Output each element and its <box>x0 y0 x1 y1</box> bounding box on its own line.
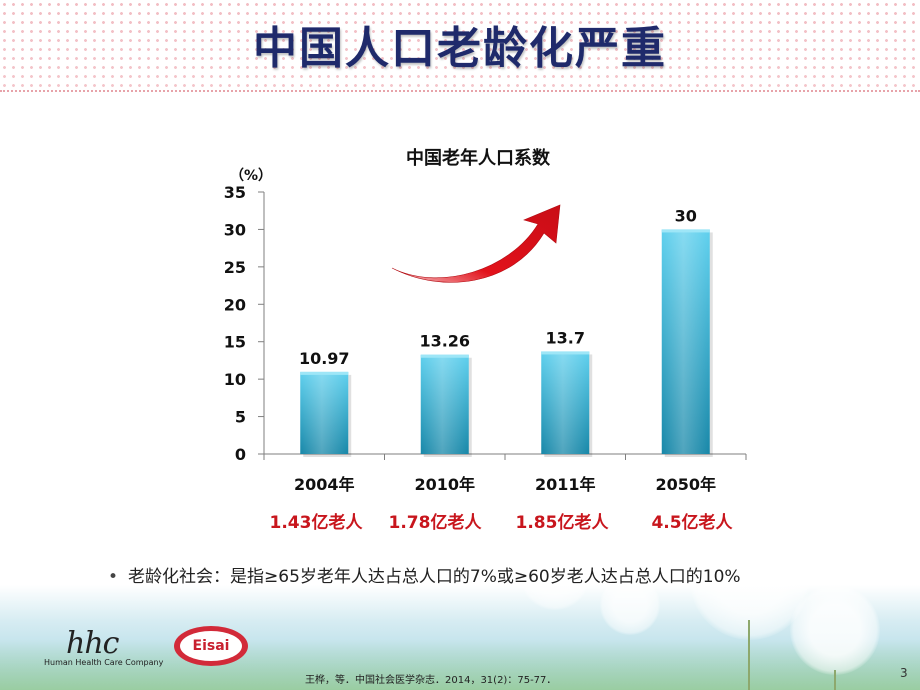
eisai-logo-text: Eisai <box>180 631 242 661</box>
bar-chart: 中国老年人口系数 （%） 0 5 10 15 20 25 30 35 10.97 2004年 13… <box>224 147 747 533</box>
hhc-logo-mark: hhc <box>66 626 119 661</box>
dandelion-icon <box>520 540 590 610</box>
bar-cap <box>420 354 469 358</box>
y-tick-label: 15 <box>224 333 246 352</box>
eisai-logo: Eisai <box>174 626 248 666</box>
hhc-logo-text: Human Health Care Company <box>44 658 164 667</box>
trend-arrow-icon <box>391 204 561 283</box>
elderly-count-label: 1.78亿老人 <box>389 512 483 533</box>
elderly-count-label: 1.43亿老人 <box>270 512 364 533</box>
x-tick-label: 2010年 <box>414 475 475 494</box>
hhc-logo: hhc Human Health Care Company <box>44 626 174 670</box>
bar-cap <box>541 351 590 355</box>
y-axis-unit: （%） <box>230 168 272 184</box>
bar-highlight <box>541 351 590 454</box>
dandelion-icon <box>790 585 880 675</box>
header-divider <box>0 90 920 92</box>
y-tick-label: 10 <box>224 370 246 389</box>
x-tick-label: 2004年 <box>294 475 355 494</box>
grass-background <box>0 640 920 690</box>
bullet-icon: • <box>108 567 119 587</box>
bar-highlight <box>300 371 349 454</box>
x-tick-label: 2011年 <box>535 475 596 494</box>
y-tick-label: 35 <box>224 183 246 202</box>
bar-value-label: 30 <box>675 206 697 225</box>
page-number: 3 <box>900 666 908 680</box>
chart-title: 中国老年人口系数 <box>406 147 551 169</box>
y-tick-label: 0 <box>235 445 246 464</box>
slide-title: 中国人口老龄化严重 <box>253 23 667 74</box>
y-tick-label: 20 <box>224 295 246 314</box>
dotted-header-pattern <box>0 0 920 92</box>
y-tick-label: 30 <box>224 220 246 239</box>
bar-value-label: 13.26 <box>419 332 470 351</box>
definition-text: 老龄化社会：是指≥65岁老年人达占总人口的7%或≥60岁老人达占总人口的10% <box>128 567 741 587</box>
citation: 王桦，等．中国社会医学杂志．2014，31(2)：75-77． <box>305 675 557 686</box>
y-tick-label: 25 <box>224 258 246 277</box>
bar-highlight <box>661 229 710 454</box>
bar-highlight <box>420 354 469 454</box>
bar-cap <box>300 371 349 375</box>
elderly-count-label: 4.5亿老人 <box>651 512 733 533</box>
elderly-count-label: 1.85亿老人 <box>516 512 610 533</box>
bar-value-label: 13.7 <box>546 328 585 347</box>
bar-cap <box>661 229 710 233</box>
y-tick-label: 5 <box>235 408 246 427</box>
bar-value-label: 10.97 <box>299 349 350 368</box>
x-tick-label: 2050年 <box>655 475 716 494</box>
definition-note: • 老龄化社会：是指≥65岁老年人达占总人口的7%或≥60岁老人达占总人口的10% <box>108 562 741 587</box>
dandelion-icon <box>600 575 660 635</box>
